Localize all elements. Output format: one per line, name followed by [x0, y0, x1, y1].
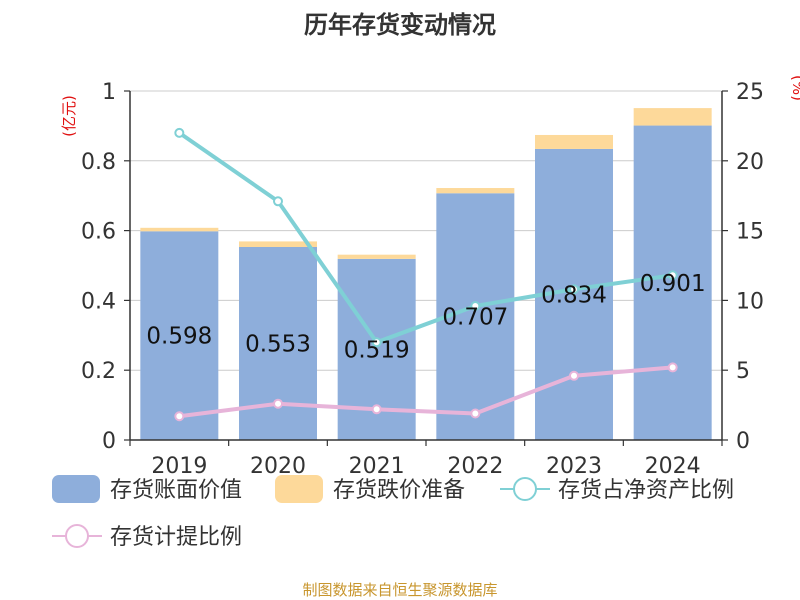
bar-book-value [140, 231, 219, 440]
line-point-3 [569, 370, 579, 381]
right-axis-tick-label: 0 [736, 429, 750, 454]
left-axis-tick-label: 0.2 [81, 359, 116, 384]
line-point-3 [470, 408, 481, 419]
bar-impairment [140, 227, 219, 232]
bar-impairment [436, 188, 515, 194]
x-axis-tick-label: 2019 [151, 454, 207, 479]
line-point-2 [371, 337, 382, 348]
right-axis-tick-label: 20 [736, 150, 764, 175]
legend-label: 存货账面价值 [110, 478, 242, 503]
line-point-2 [667, 270, 678, 281]
right-axis-unit: (%) [789, 75, 800, 101]
left-axis-tick-label: 0.4 [81, 289, 116, 314]
source-note: 制图数据来自恒生聚源数据库 [302, 581, 497, 599]
chart-title: 历年存货变动情况 [304, 11, 496, 39]
line-point-2 [569, 284, 579, 295]
bar-impairment [535, 134, 613, 149]
legend-swatch [275, 475, 323, 503]
grid [130, 90, 722, 371]
left-axis-tick-label: 0.8 [81, 150, 116, 175]
bar-data-label: 0.553 [245, 332, 311, 358]
right-axis-tick-label: 5 [736, 359, 750, 384]
bar-group [140, 108, 712, 441]
right-axis-tick-label: 25 [736, 80, 764, 105]
legend-label: 存货占净资产比例 [558, 478, 734, 503]
bar-book-value [633, 125, 712, 441]
bar-impairment [633, 108, 712, 126]
right-axis-tick-label: 15 [736, 220, 764, 245]
line-point-3 [371, 404, 382, 415]
right-axis-tick-label: 10 [736, 289, 764, 314]
bar-data-label: 0.707 [442, 305, 508, 331]
line-point-3 [667, 362, 678, 373]
legend-marker [513, 477, 537, 501]
bar-data-label: 0.598 [146, 324, 212, 350]
bar-data-label: 0.519 [344, 337, 410, 363]
legend-label: 存货跌价准备 [333, 478, 465, 503]
left-axis-tick-label: 0 [102, 429, 116, 454]
x-axis-tick-label: 2023 [546, 454, 602, 479]
line-series-3 [179, 365, 673, 419]
x-axis-tick-label: 2024 [645, 454, 701, 479]
legend-swatch [52, 475, 100, 503]
line-series-2 [178, 131, 673, 345]
bar-data-label: 0.834 [541, 282, 607, 308]
line-point-2 [470, 300, 481, 311]
left-axis-tick-label: 1 [102, 80, 116, 105]
legend-marker [65, 524, 89, 548]
x-axis-tick-label: 2021 [349, 454, 405, 479]
line-point-2 [174, 127, 185, 138]
bar-impairment [239, 241, 317, 248]
bar-impairment [337, 254, 416, 259]
bar-data-label: 0.901 [640, 271, 706, 297]
line-point-2 [273, 196, 283, 207]
data-labels: 0.598 0.553 0.519 0.707 0.834 0.901 [146, 271, 705, 364]
line-group [174, 127, 678, 422]
line-point-3 [174, 411, 185, 422]
line-point-3 [273, 398, 283, 409]
left-axis-unit: (亿元) [60, 95, 78, 137]
left-axis-tick-label: 0.6 [81, 220, 116, 245]
legend-label: 存货计提比例 [110, 525, 242, 550]
x-axis-tick-label: 2022 [447, 454, 503, 479]
x-axis-tick-label: 2020 [250, 454, 306, 479]
